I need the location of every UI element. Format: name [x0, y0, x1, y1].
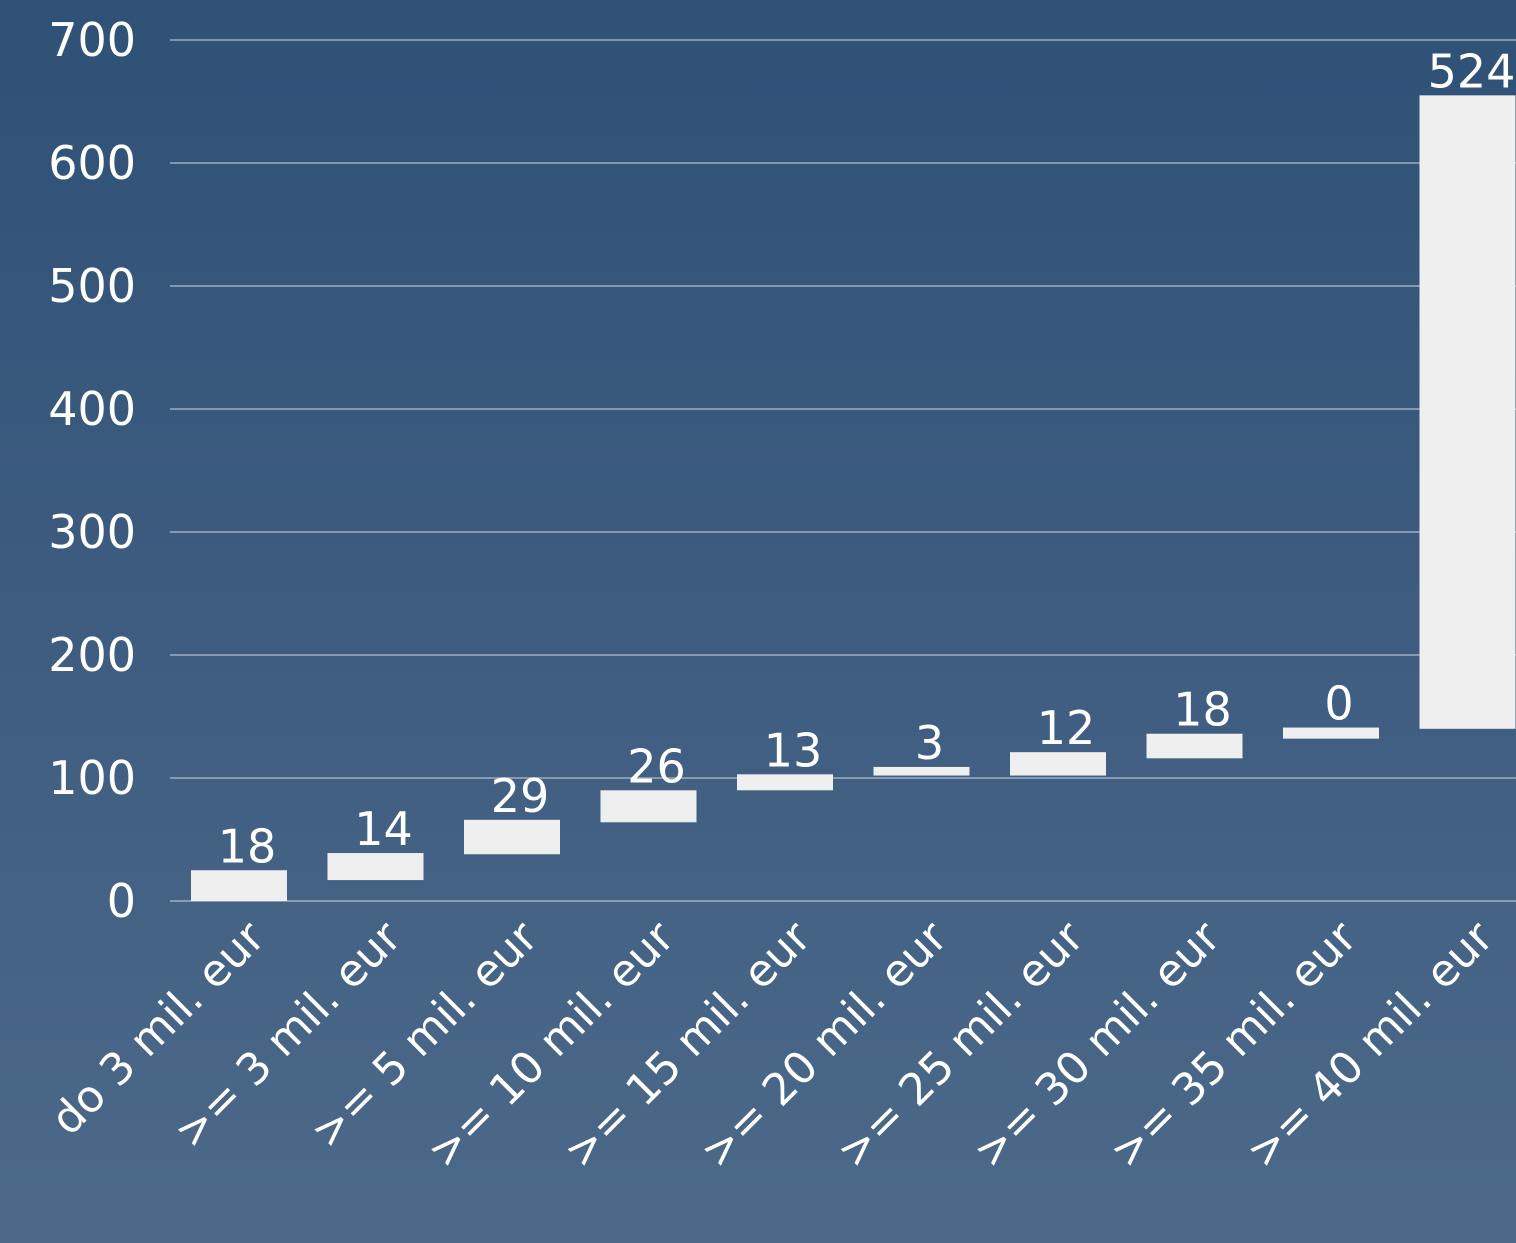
- data-label: 26: [627, 739, 686, 793]
- data-label: 524: [1428, 44, 1516, 98]
- x-tick-label: >= 15 mil. eur: [554, 911, 821, 1178]
- data-label: 0: [1324, 677, 1353, 731]
- bars: [191, 95, 1516, 901]
- bar: [1010, 752, 1106, 776]
- y-tick-label: 700: [48, 13, 136, 67]
- x-tick-label: >= 30 mil. eur: [964, 911, 1231, 1178]
- y-axis-ticks: 0 100 200 300 400 500 600 700: [48, 13, 136, 928]
- data-labels: 18 14 29 26 13 3 12 18 0 524: [218, 44, 1516, 873]
- bar: [737, 774, 833, 791]
- bar: [873, 766, 970, 776]
- data-label: 29: [491, 769, 550, 823]
- y-tick-label: 0: [107, 874, 136, 928]
- data-label: 18: [1173, 683, 1232, 737]
- y-tick-label: 300: [48, 505, 136, 559]
- data-label: 14: [354, 802, 413, 856]
- y-tick-label: 600: [48, 136, 136, 190]
- x-tick-label: >= 25 mil. eur: [827, 911, 1094, 1178]
- x-tick-label: >= 10 mil. eur: [418, 911, 685, 1178]
- y-tick-label: 200: [48, 628, 136, 682]
- bar: [1146, 733, 1243, 759]
- y-tick-label: 500: [48, 259, 136, 313]
- bar: [1283, 727, 1379, 739]
- x-tick-label: >= 20 mil. eur: [691, 911, 958, 1178]
- y-tick-label: 100: [48, 751, 136, 805]
- bar: [464, 819, 560, 855]
- x-tick-label: >= 35 mil. eur: [1100, 911, 1367, 1178]
- bar: [327, 853, 424, 881]
- bar: [191, 870, 287, 901]
- data-label: 13: [764, 723, 823, 777]
- bar: [600, 790, 697, 823]
- gridlines: [170, 39, 1516, 902]
- x-tick-label: >= 40 mil. eur: [1237, 911, 1504, 1178]
- data-label: 3: [915, 716, 944, 770]
- bar: [1419, 95, 1516, 729]
- x-axis-ticks: do 3 mil. eur>= 3 mil. eur>= 5 mil. eur>…: [41, 911, 1504, 1178]
- y-tick-label: 400: [48, 382, 136, 436]
- data-label: 12: [1037, 701, 1096, 755]
- data-label: 18: [218, 819, 277, 873]
